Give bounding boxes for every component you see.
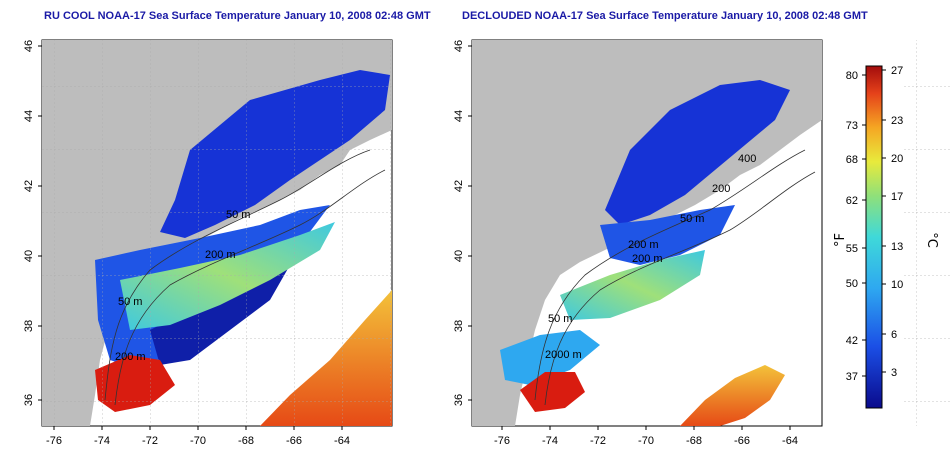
left-x-tick: -74: [94, 435, 110, 447]
right-contour-label-3: 400: [738, 153, 756, 165]
right-contour-label-6: 50 m: [548, 313, 572, 325]
f-tick: 55: [846, 243, 858, 255]
right-x-tick: -74: [542, 435, 558, 447]
left-contour-50m: [104, 149, 371, 401]
f-tick: 73: [846, 120, 858, 132]
left-contour-label-3: 50 m: [118, 296, 142, 308]
right-y-tick: 42: [453, 180, 465, 192]
right-x-axis: -76 -74 -72 -70 -68 -66 -64: [494, 426, 798, 447]
left-y-tick: 36: [23, 394, 35, 406]
left-y-tick: 46: [23, 40, 35, 52]
c-tick: 3: [891, 367, 897, 379]
right-sst-band: [560, 250, 705, 320]
left-y-tick: 44: [23, 110, 35, 122]
right-x-tick: -68: [686, 435, 702, 447]
left-map-title: RU COOL NOAA-17 Sea Surface Temperature …: [44, 10, 431, 22]
right-sst-warm-se: [680, 365, 785, 426]
c-tick: 23: [891, 115, 903, 127]
right-x-tick: -72: [590, 435, 606, 447]
right-sst-mid: [500, 330, 600, 385]
left-contour-label-1: 50 m: [226, 209, 250, 221]
left-x-axis: -76 -74 -72 -70 -68 -66 -64: [46, 426, 350, 447]
f-tick: 42: [846, 335, 858, 347]
right-contour-50m: [534, 149, 806, 401]
f-tick: 37: [846, 371, 858, 383]
left-y-tick: 40: [23, 250, 35, 262]
left-x-tick: -76: [46, 435, 62, 447]
fahrenheit-unit-label: °F: [833, 233, 848, 247]
right-contour-label-2: 200 m: [632, 253, 663, 265]
right-sst-cold-2: [600, 205, 735, 265]
c-tick: 6: [891, 329, 897, 341]
left-y-tick: 38: [23, 320, 35, 332]
c-tick: 13: [891, 241, 903, 253]
right-y-axis: 36 38 40 42 44 46: [453, 40, 472, 406]
left-x-tick: -66: [286, 435, 302, 447]
right-y-tick: 38: [453, 320, 465, 332]
right-y-tick: 46: [453, 40, 465, 52]
c-tick: 17: [891, 191, 903, 203]
right-y-tick: 36: [453, 394, 465, 406]
f-tick: 50: [846, 278, 858, 290]
right-sst-cold: [605, 80, 790, 225]
colorbar-fahrenheit-ticks: 80 73 68 62 55 50 42 37: [846, 70, 866, 383]
c-tick: 27: [891, 65, 903, 77]
right-contour-200m: [544, 171, 816, 406]
left-contour-200m: [114, 169, 386, 406]
right-x-tick: -66: [734, 435, 750, 447]
right-sst-hot: [520, 372, 585, 412]
right-contour-label-7: 2000 m: [545, 349, 582, 361]
f-tick: 62: [846, 195, 858, 207]
colorbar: 80 73 68 62 55 50 42 37 27 23 20 17 13 1…: [833, 65, 939, 409]
colorbar-celsius-ticks: 27 23 20 17 13 10 6 3: [882, 65, 903, 379]
right-contour-label-5: 200 m: [628, 239, 659, 251]
left-y-axis: 36 38 40 42 44 46: [23, 40, 42, 406]
colorbar-gradient: [865, 65, 883, 409]
right-contour-label-4: 200: [712, 183, 730, 195]
right-contour-label-1: 50 m: [680, 213, 704, 225]
f-tick: 80: [846, 70, 858, 82]
left-x-tick: -70: [190, 435, 206, 447]
left-y-tick: 42: [23, 180, 35, 192]
left-x-tick: -72: [142, 435, 158, 447]
c-tick: 20: [891, 153, 903, 165]
left-x-tick: -68: [238, 435, 254, 447]
right-map: 50 m 200 m 400 200 200 m 50 m 2000 m -76…: [453, 39, 950, 447]
c-tick: 10: [891, 279, 903, 291]
left-contour-label-4: 200 m: [115, 351, 146, 363]
celsius-unit-label: °C: [924, 232, 939, 248]
f-tick: 68: [846, 154, 858, 166]
right-map-title: DECLOUDED NOAA-17 Sea Surface Temperatur…: [462, 10, 868, 22]
left-map: 50 m 200 m 50 m 200 m -76 -74 -72 -70 -6…: [23, 39, 393, 447]
left-x-tick: -64: [334, 435, 350, 447]
right-x-tick: -76: [494, 435, 510, 447]
right-x-tick: -64: [782, 435, 798, 447]
right-y-tick: 44: [453, 110, 465, 122]
right-x-tick: -70: [638, 435, 654, 447]
right-y-tick: 40: [453, 250, 465, 262]
left-contour-label-2: 200 m: [205, 249, 236, 261]
